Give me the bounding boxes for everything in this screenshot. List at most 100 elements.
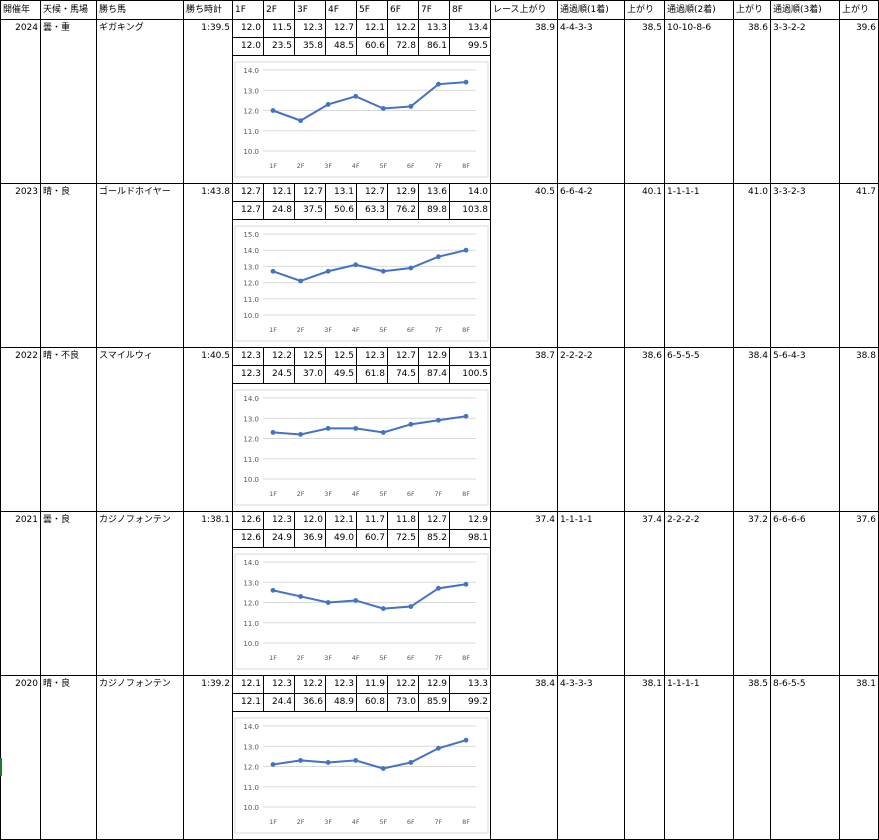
cumulative-time[interactable]: 60.8 (357, 694, 388, 712)
cell-pass3[interactable]: 6-6-6-6 (771, 512, 840, 676)
column-header[interactable]: 上がり (625, 0, 665, 20)
cumulative-time[interactable]: 12.6 (233, 530, 264, 548)
cell-race_last[interactable]: 37.4 (491, 512, 558, 676)
lap-time[interactable]: 12.6 (233, 512, 264, 530)
cell-year[interactable]: 2022 (0, 348, 41, 512)
cumulative-time[interactable]: 37.5 (295, 202, 326, 220)
lap-time[interactable]: 12.7 (388, 348, 419, 366)
lap-time[interactable]: 12.1 (357, 20, 388, 38)
cumulative-time[interactable]: 37.0 (295, 366, 326, 384)
column-header[interactable]: 上がり (840, 0, 879, 20)
cumulative-time[interactable]: 85.2 (419, 530, 450, 548)
cell-time[interactable]: 1:39.5 (184, 20, 233, 184)
cell-time[interactable]: 1:43.8 (184, 184, 233, 348)
cumulative-time[interactable]: 49.5 (326, 366, 357, 384)
column-header[interactable]: 6F (388, 0, 419, 20)
cell-last3[interactable]: 41.7 (840, 184, 879, 348)
lap-time[interactable]: 12.3 (233, 348, 264, 366)
cell-last2[interactable]: 37.2 (734, 512, 771, 676)
cell-year[interactable]: 2023 (0, 184, 41, 348)
lap-time[interactable]: 12.3 (264, 512, 295, 530)
cell-winner[interactable]: カジノフォンテン (97, 676, 184, 840)
cumulative-time[interactable]: 24.9 (264, 530, 295, 548)
cumulative-time[interactable]: 61.8 (357, 366, 388, 384)
cumulative-time[interactable]: 98.1 (450, 530, 491, 548)
cell-last3[interactable]: 38.8 (840, 348, 879, 512)
lap-time[interactable]: 12.7 (326, 20, 357, 38)
cell-race_last[interactable]: 40.5 (491, 184, 558, 348)
cell-time[interactable]: 1:40.5 (184, 348, 233, 512)
cumulative-time[interactable]: 35.8 (295, 38, 326, 56)
cell-race_last[interactable]: 38.7 (491, 348, 558, 512)
lap-time[interactable]: 13.1 (450, 348, 491, 366)
lap-time[interactable]: 12.9 (419, 348, 450, 366)
cell-pass1[interactable]: 2-2-2-2 (558, 348, 625, 512)
cell-last2[interactable]: 41.0 (734, 184, 771, 348)
cell-pass3[interactable]: 5-6-4-3 (771, 348, 840, 512)
column-header[interactable]: 通過順(3着) (771, 0, 840, 20)
cumulative-time[interactable]: 12.3 (233, 366, 264, 384)
cell-race_last[interactable]: 38.9 (491, 20, 558, 184)
cell-time[interactable]: 1:38.1 (184, 512, 233, 676)
lap-time[interactable]: 11.5 (264, 20, 295, 38)
cell-last1[interactable]: 38.1 (625, 676, 665, 840)
cumulative-time[interactable]: 12.0 (233, 38, 264, 56)
lap-time[interactable]: 14.0 (450, 184, 491, 202)
column-header[interactable]: 4F (326, 0, 357, 20)
cell-last1[interactable]: 37.4 (625, 512, 665, 676)
cell-last1[interactable]: 38.5 (625, 20, 665, 184)
cell-last2[interactable]: 38.5 (734, 676, 771, 840)
cumulative-time[interactable]: 60.6 (357, 38, 388, 56)
cell-last3[interactable]: 37.6 (840, 512, 879, 676)
cumulative-time[interactable]: 12.1 (233, 694, 264, 712)
cell-pass3[interactable]: 8-6-5-5 (771, 676, 840, 840)
lap-time[interactable]: 13.6 (419, 184, 450, 202)
column-header[interactable]: 1F (233, 0, 264, 20)
lap-time[interactable]: 12.2 (295, 676, 326, 694)
cumulative-time[interactable]: 100.5 (450, 366, 491, 384)
cell-pass1[interactable]: 4-3-3-3 (558, 676, 625, 840)
cumulative-time[interactable]: 23.5 (264, 38, 295, 56)
cell-last2[interactable]: 38.6 (734, 20, 771, 184)
column-header[interactable]: 7F (419, 0, 450, 20)
cumulative-time[interactable]: 60.7 (357, 530, 388, 548)
cell-pass1[interactable]: 6-6-4-2 (558, 184, 625, 348)
cell-pass3[interactable]: 3-3-2-3 (771, 184, 840, 348)
cumulative-time[interactable]: 76.2 (388, 202, 419, 220)
lap-time[interactable]: 13.4 (450, 20, 491, 38)
cell-pass2[interactable]: 6-5-5-5 (665, 348, 734, 512)
lap-time[interactable]: 11.9 (357, 676, 388, 694)
cell-pass2[interactable]: 10-10-8-6 (665, 20, 734, 184)
cumulative-time[interactable]: 89.8 (419, 202, 450, 220)
lap-time[interactable]: 13.3 (450, 676, 491, 694)
cumulative-time[interactable]: 63.3 (357, 202, 388, 220)
cumulative-time[interactable]: 50.6 (326, 202, 357, 220)
cumulative-time[interactable]: 49.0 (326, 530, 357, 548)
cell-time[interactable]: 1:39.2 (184, 676, 233, 840)
lap-time[interactable]: 12.7 (233, 184, 264, 202)
cell-winner[interactable]: スマイルウィ (97, 348, 184, 512)
cell-pass2[interactable]: 2-2-2-2 (665, 512, 734, 676)
lap-time[interactable]: 12.3 (295, 20, 326, 38)
lap-time[interactable]: 12.9 (419, 676, 450, 694)
cumulative-time[interactable]: 74.5 (388, 366, 419, 384)
column-header[interactable]: 2F (264, 0, 295, 20)
cumulative-time[interactable]: 36.6 (295, 694, 326, 712)
cell-weather[interactable]: 晴・良 (41, 184, 97, 348)
cumulative-time[interactable]: 72.5 (388, 530, 419, 548)
cell-winner[interactable]: ゴールドホイヤー (97, 184, 184, 348)
lap-time[interactable]: 12.3 (326, 676, 357, 694)
cell-pass1[interactable]: 1-1-1-1 (558, 512, 625, 676)
column-header[interactable]: 勝ち馬 (97, 0, 184, 20)
cumulative-time[interactable]: 87.4 (419, 366, 450, 384)
cumulative-time[interactable]: 48.5 (326, 38, 357, 56)
cell-weather[interactable]: 晴・良 (41, 676, 97, 840)
lap-time[interactable]: 13.1 (326, 184, 357, 202)
cell-last3[interactable]: 39.6 (840, 20, 879, 184)
lap-time[interactable]: 12.3 (264, 676, 295, 694)
lap-time[interactable]: 12.1 (233, 676, 264, 694)
cumulative-time[interactable]: 24.5 (264, 366, 295, 384)
lap-time[interactable]: 12.1 (326, 512, 357, 530)
cell-year[interactable]: 2021 (0, 512, 41, 676)
column-header[interactable]: 開催年 (0, 0, 41, 20)
